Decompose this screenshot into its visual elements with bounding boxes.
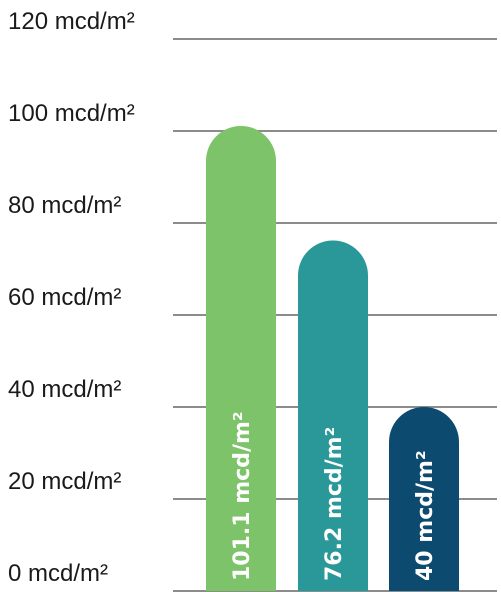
y-tick-label: 100 mcd/m² (8, 100, 135, 127)
bars (206, 125, 459, 592)
y-tick-label: 60 mcd/m² (8, 284, 121, 311)
bar-value-labels: 101.1 mcd/m² 76.2 mcd/m² 40 mcd/m² (230, 411, 438, 581)
bar-3 (389, 407, 459, 591)
y-tick-label: 20 mcd/m² (8, 468, 121, 495)
y-axis-tick-labels: 0 mcd/m² 20 mcd/m² 40 mcd/m² 60 mcd/m² 80 mc… (8, 8, 135, 587)
y-tick-label: 0 mcd/m² (8, 560, 108, 587)
bar-value-label-2: 76.2 mcd/m² (322, 427, 347, 581)
bar-value-label-3: 40 mcd/m² (413, 450, 438, 581)
y-tick-label: 40 mcd/m² (8, 376, 121, 403)
y-tick-label: 80 mcd/m² (8, 192, 121, 219)
bar-1 (206, 125, 276, 591)
bar-value-label-1: 101.1 mcd/m² (230, 411, 255, 581)
bar-2 (297, 240, 368, 592)
y-tick-label: 120 mcd/m² (8, 8, 135, 35)
